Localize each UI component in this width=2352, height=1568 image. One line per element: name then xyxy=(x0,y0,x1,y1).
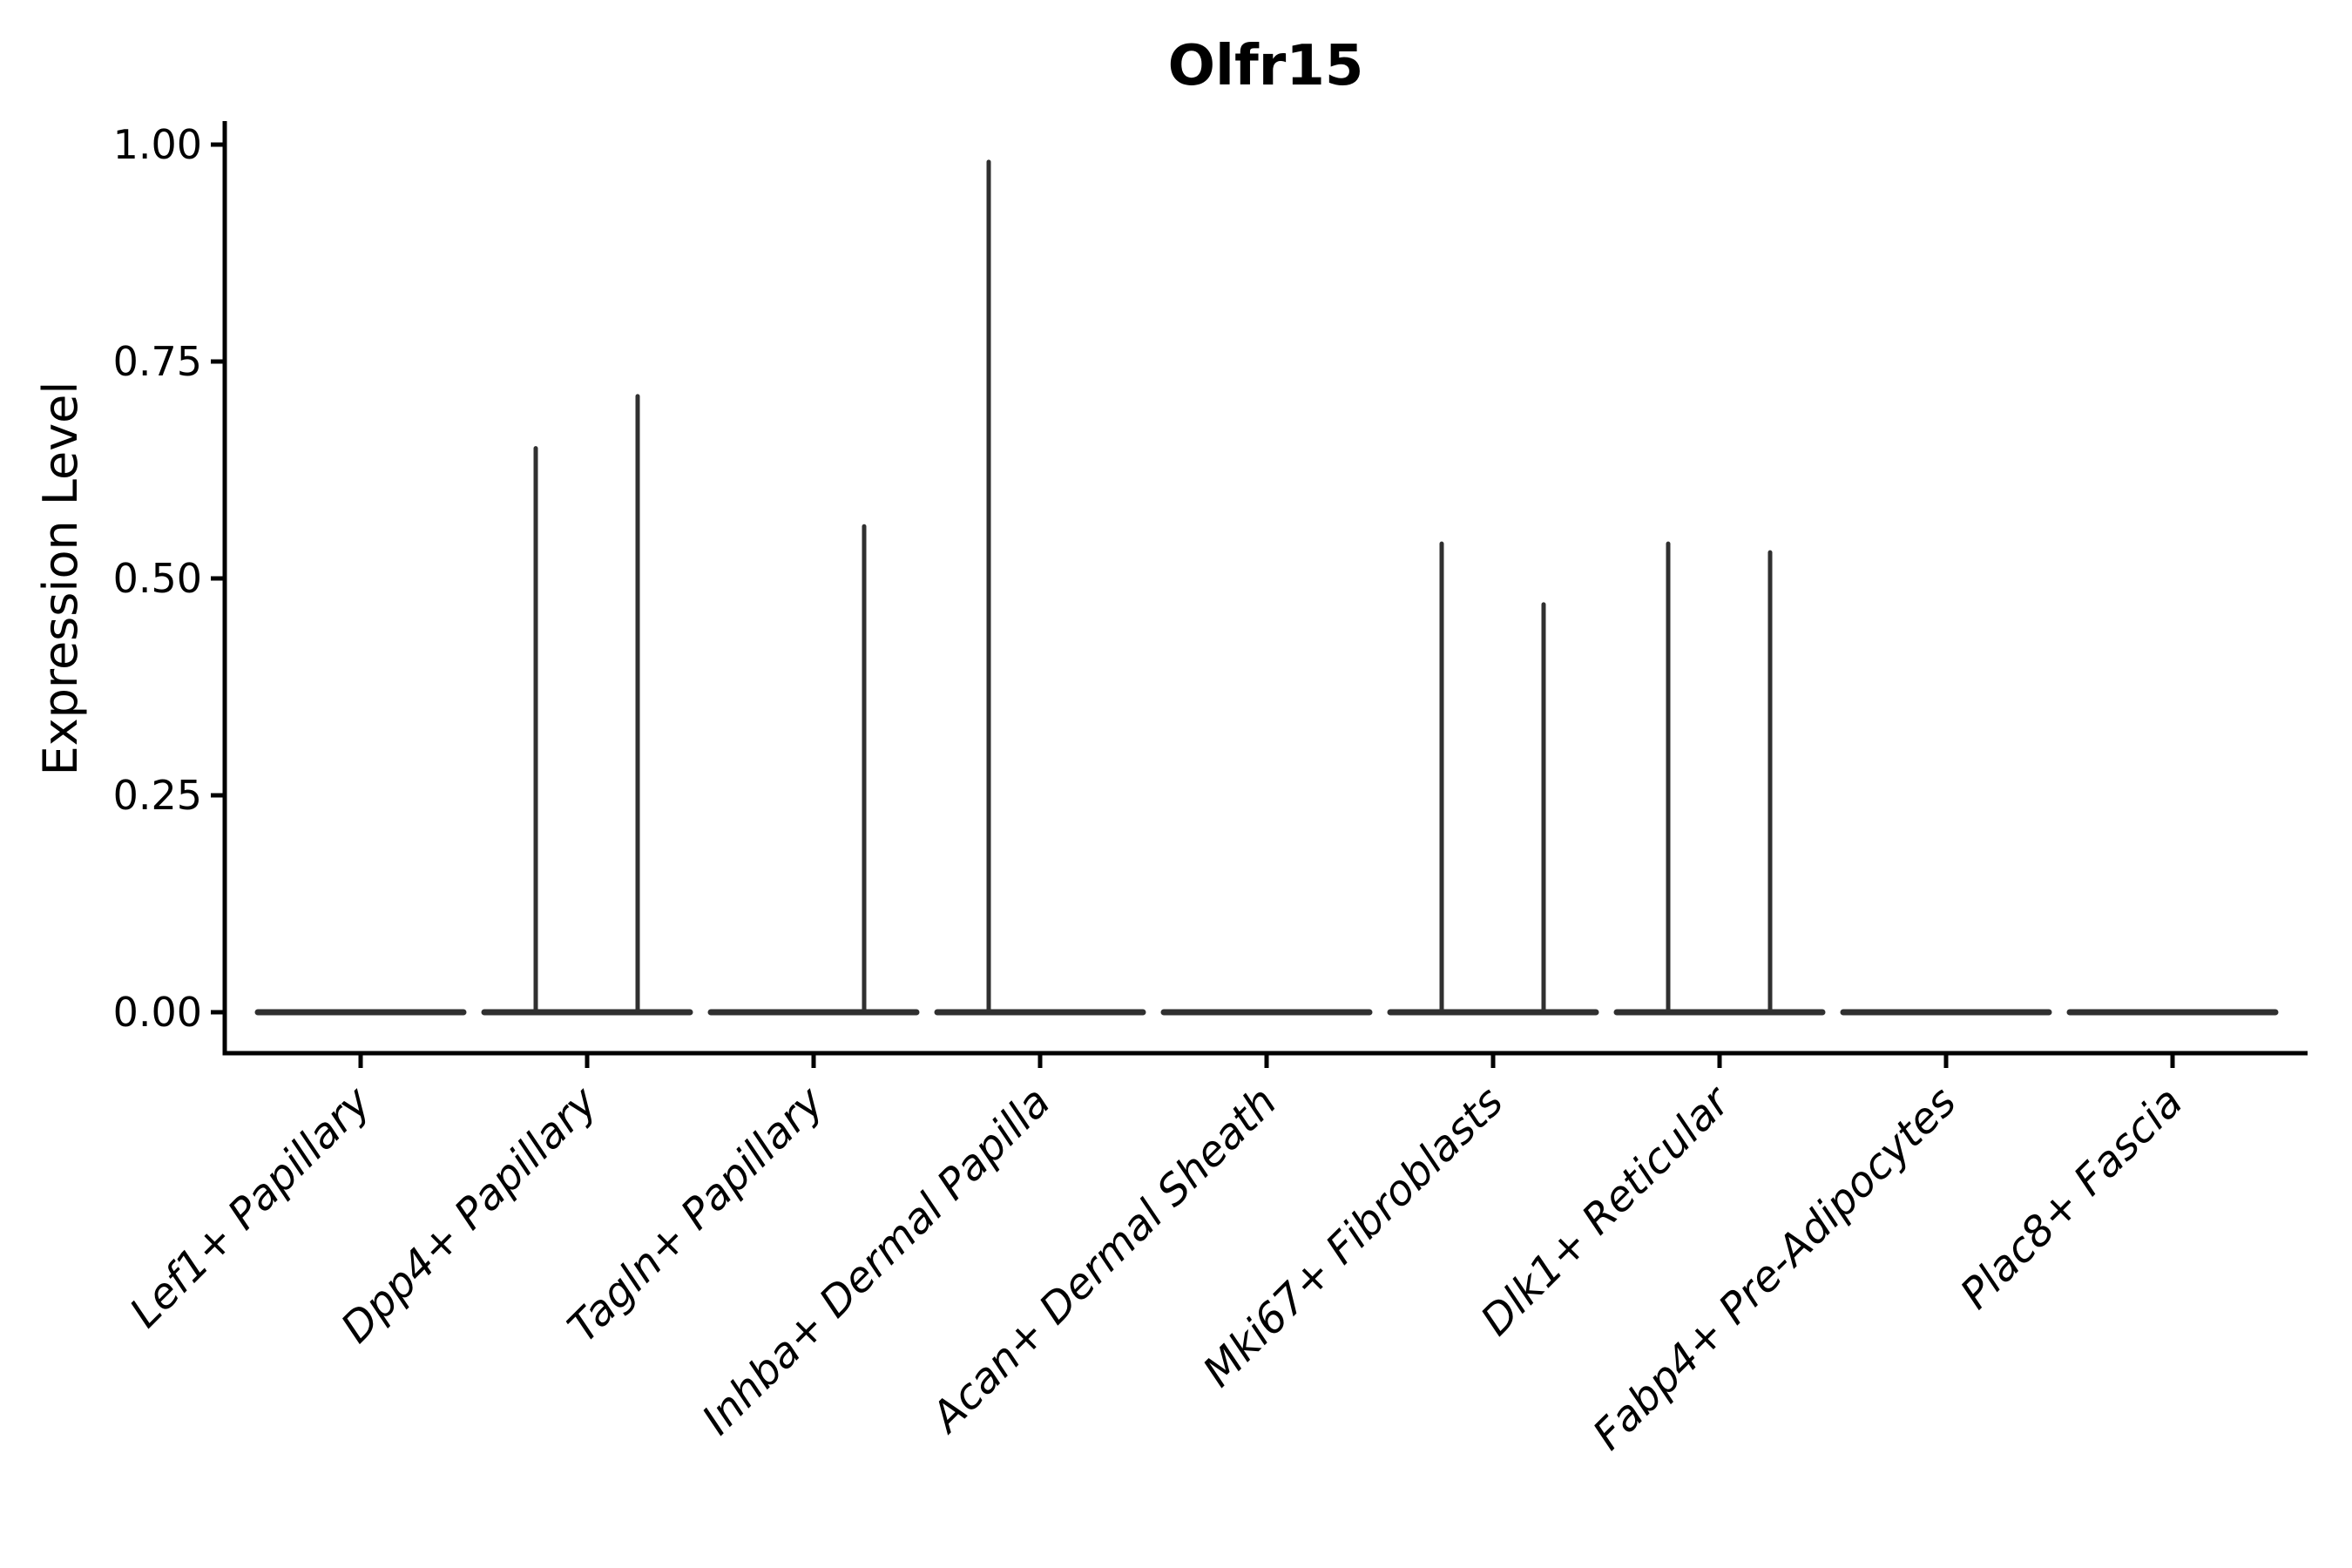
y-tick-label: 0.50 xyxy=(113,555,202,602)
plot-title: Olfr15 xyxy=(1168,34,1364,98)
violins-layer xyxy=(254,159,2279,1016)
x-tick-label: Fabp4+ Pre-Adipocytes xyxy=(1584,1078,1966,1460)
x-tick-label: Plac8+ Fascia xyxy=(1951,1078,2193,1319)
x-tick-label: Lef1+ Papillary xyxy=(120,1077,381,1337)
y-axis-label: Expression Level xyxy=(33,382,88,776)
y-tick-label: 1.00 xyxy=(113,121,202,168)
y-tick-label: 0.75 xyxy=(113,338,202,385)
y-tick-label: 0.00 xyxy=(113,989,202,1036)
x-tick-label: Dlk1+ Reticular xyxy=(1471,1076,1741,1346)
y-tick-label: 0.25 xyxy=(113,772,202,819)
